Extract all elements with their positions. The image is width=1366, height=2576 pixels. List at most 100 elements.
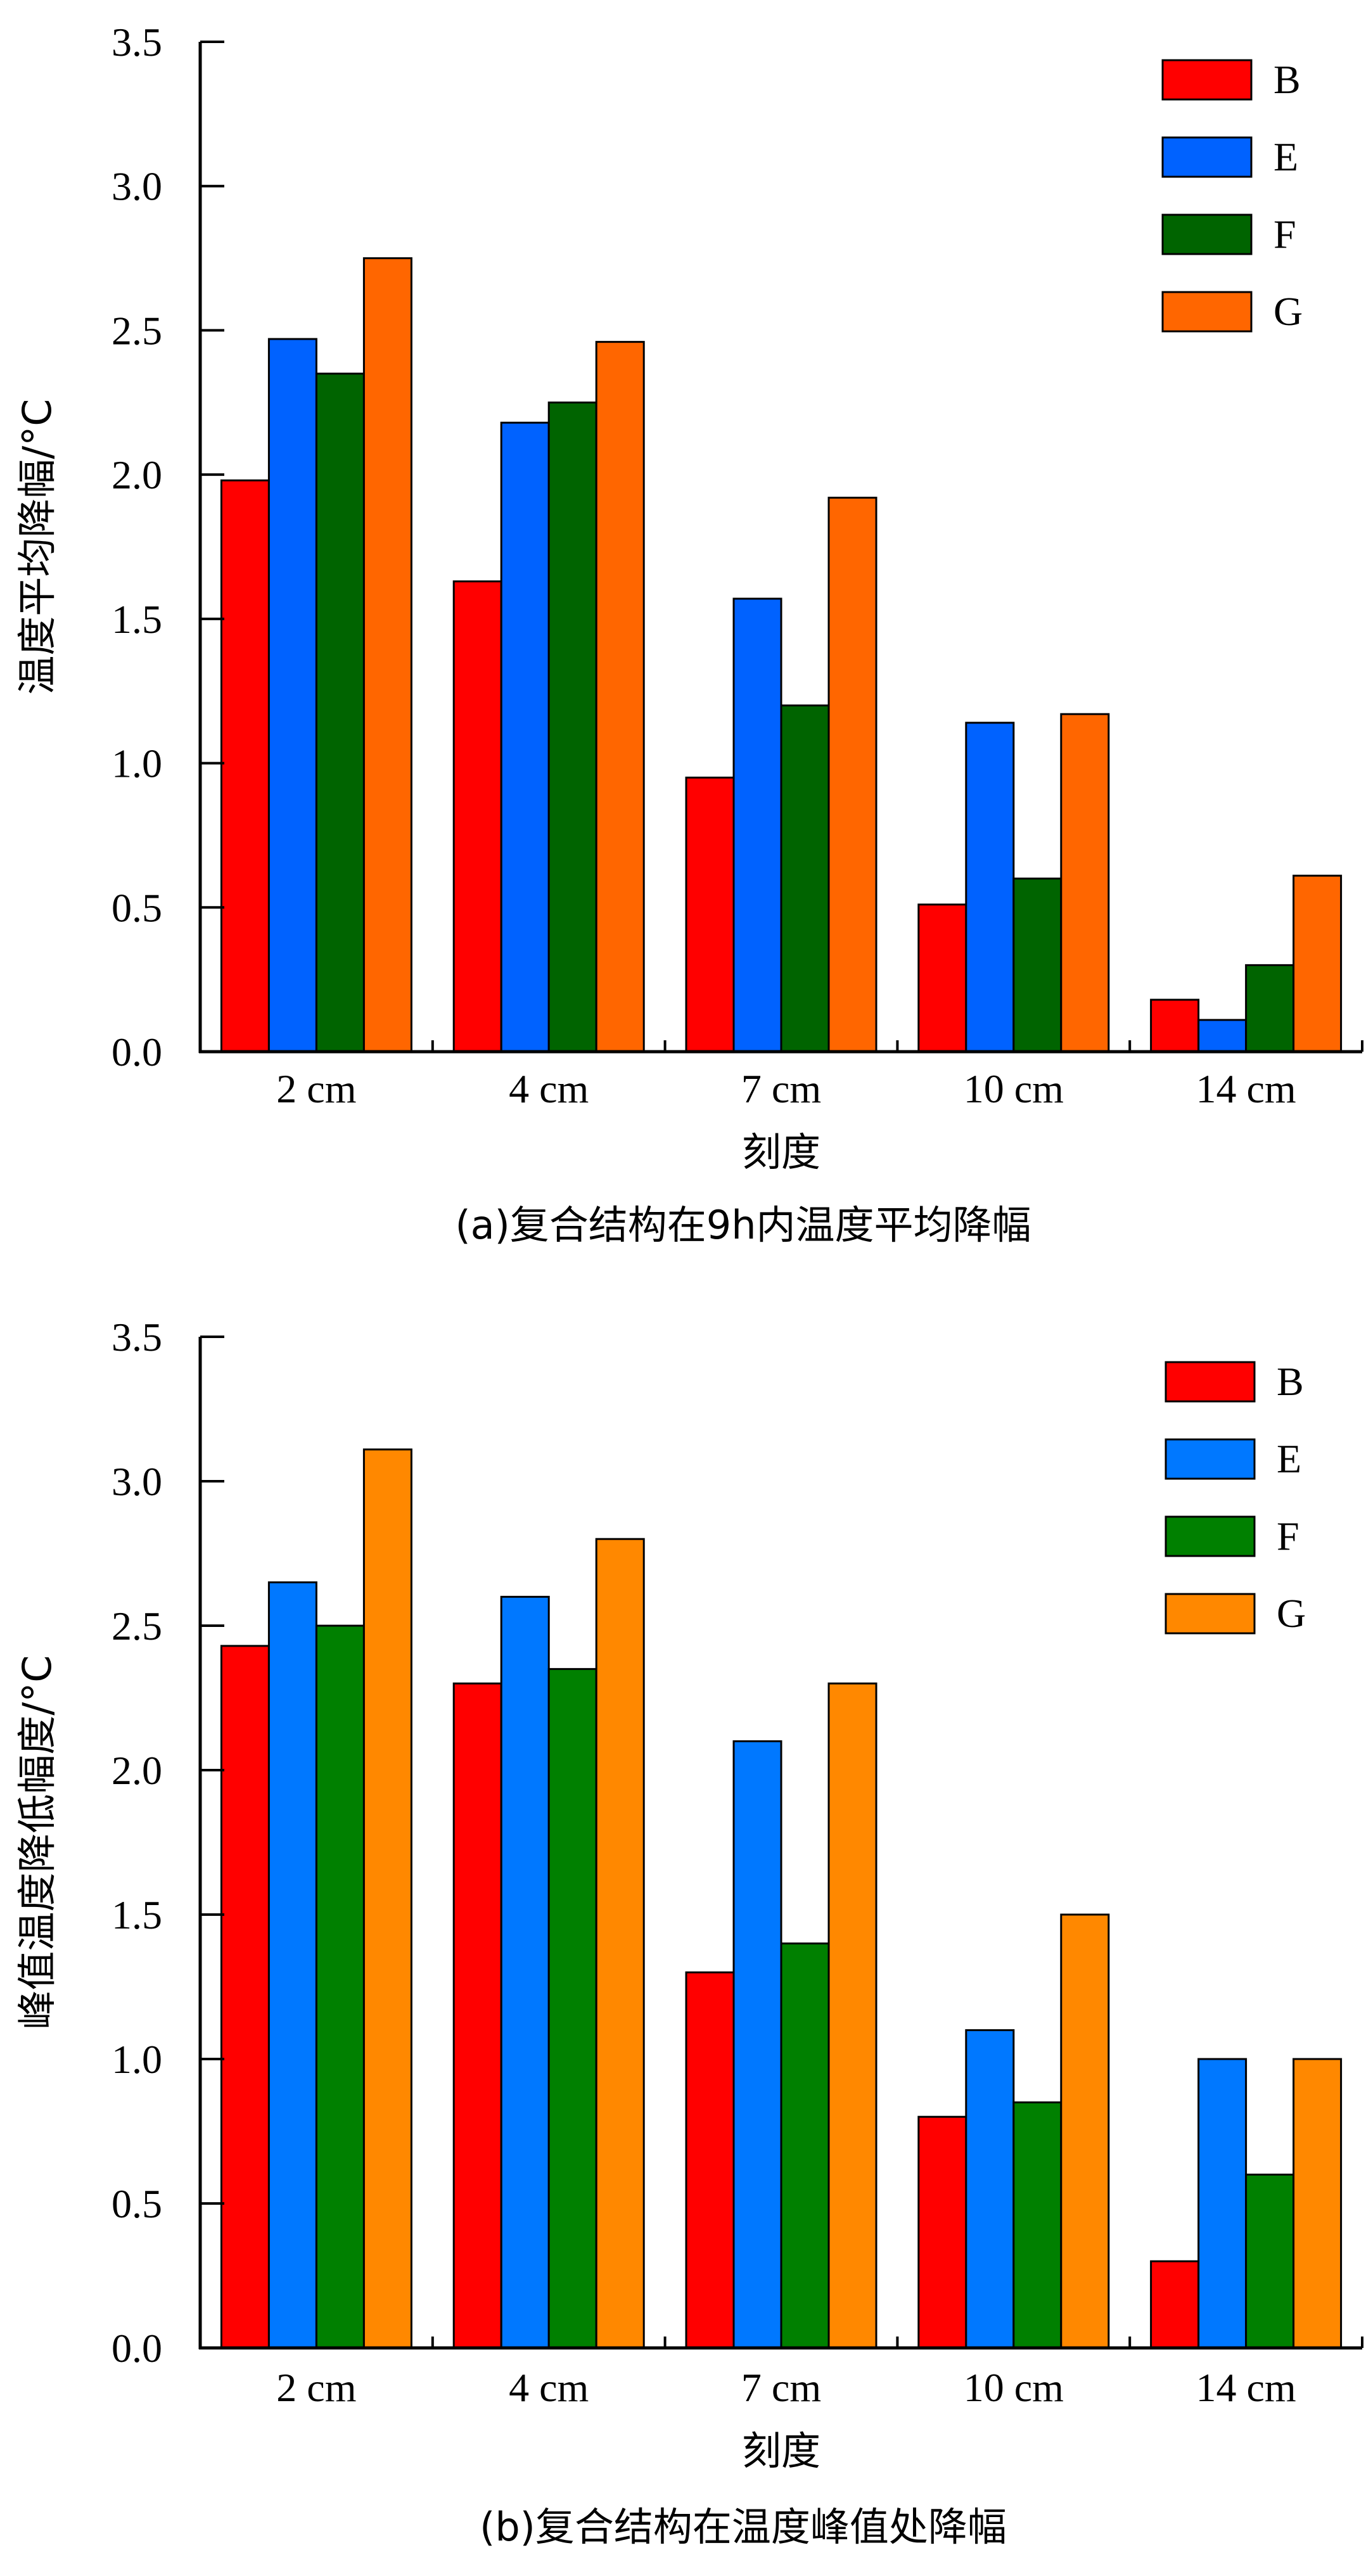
chart-panel-a: 0.0 0.5 1.0 1.5 2.0 2.5 3.0 3.5 2 cm 4 cm 7 cm 10 c… xyxy=(14,20,1363,1248)
y-tick-label: 3.0 xyxy=(112,1459,162,1504)
y-tick-label: 0.5 xyxy=(112,885,162,930)
y-tick-label: 1.5 xyxy=(112,597,162,642)
bar-E-4cm xyxy=(500,421,550,1053)
bar-E-14cm xyxy=(1197,1019,1248,1053)
bar-B-7cm xyxy=(685,1971,735,2349)
bar-B-4cm xyxy=(452,1682,502,2349)
bar-F-14cm xyxy=(1245,964,1295,1053)
x-tick-label: 10 cm xyxy=(964,2365,1064,2410)
bar-F-2cm xyxy=(315,1624,365,2349)
y-axis-title: 温度平均降幅/°C xyxy=(14,399,60,694)
bar-E-14cm xyxy=(1197,2058,1248,2349)
y-tick-label: 2.0 xyxy=(112,452,162,497)
legend-swatch-B xyxy=(1161,59,1253,101)
bar-G-10cm xyxy=(1060,1913,1110,2349)
y-axis-title: 峰值温度降低幅度/°C xyxy=(14,1655,60,2029)
y-tick-label: 1.5 xyxy=(112,1892,162,1937)
y-tick-label: 0.0 xyxy=(112,1030,162,1074)
y-tick-label: 2.5 xyxy=(112,1604,162,1648)
bar-B-10cm xyxy=(917,903,967,1053)
bar-G-14cm xyxy=(1293,874,1343,1053)
bar-F-4cm xyxy=(547,1667,597,2349)
bar-E-7cm xyxy=(732,597,782,1053)
y-tick-label: 1.0 xyxy=(112,741,162,786)
legend-swatch-F xyxy=(1165,1515,1256,1557)
bar-B-10cm xyxy=(917,2115,967,2349)
x-tick-label: 4 cm xyxy=(509,1066,589,1111)
legend-label-F: F xyxy=(1277,1514,1299,1559)
bar-F-4cm xyxy=(547,401,597,1053)
bar-F-2cm xyxy=(315,373,365,1053)
bar-F-7cm xyxy=(780,704,830,1053)
legend-label-B: B xyxy=(1273,57,1301,102)
bar-F-14cm xyxy=(1245,2173,1295,2349)
legend-item-B: B xyxy=(1165,1359,1304,1404)
legend-item-E: E xyxy=(1161,134,1298,179)
legend-label-F: F xyxy=(1273,212,1296,257)
legend-item-G: G xyxy=(1161,289,1303,334)
bar-F-7cm xyxy=(780,1942,830,2349)
bar-G-4cm xyxy=(595,1538,645,2349)
y-tick-label: 2.5 xyxy=(112,308,162,353)
bar-G-4cm xyxy=(595,341,645,1053)
bar-G-14cm xyxy=(1293,2058,1343,2349)
chart-panel-b: 0.0 0.5 1.0 1.5 2.0 2.5 3.0 3.5 2 cm 4 cm 7 cm 10 c… xyxy=(14,1315,1363,2550)
figure-caption: (a)复合结构在9h内温度平均降幅 xyxy=(455,1202,1031,1248)
y-tick-label: 3.0 xyxy=(112,164,162,209)
legend-swatch-B xyxy=(1165,1361,1256,1403)
x-axis-title: 刻度 xyxy=(742,2428,820,2474)
legend-label-G: G xyxy=(1273,289,1303,334)
bar-G-7cm xyxy=(827,1682,878,2349)
legend-label-E: E xyxy=(1277,1436,1301,1481)
legend-item-F: F xyxy=(1161,212,1296,257)
x-tick-label: 4 cm xyxy=(509,2365,589,2410)
bar-E-7cm xyxy=(732,1740,782,2349)
legend-item-B: B xyxy=(1161,57,1301,102)
x-tick-label: 2 cm xyxy=(276,2365,356,2410)
bar-E-2cm xyxy=(267,338,317,1053)
legend-label-B: B xyxy=(1277,1359,1304,1404)
bar-B-14cm xyxy=(1150,998,1200,1053)
x-tick-label: 2 cm xyxy=(276,1066,356,1111)
x-tick-label: 14 cm xyxy=(1196,1066,1296,1111)
figure-caption: (b)复合结构在温度峰值处降幅 xyxy=(480,2504,1007,2550)
bar-F-10cm xyxy=(1012,2101,1063,2349)
bar-B-7cm xyxy=(685,776,735,1053)
y-tick-label: 1.0 xyxy=(112,2037,162,2082)
bar-G-10cm xyxy=(1060,713,1110,1053)
bar-B-2cm xyxy=(220,1645,270,2349)
legend-swatch-E xyxy=(1161,136,1253,178)
legend-item-G: G xyxy=(1165,1591,1306,1636)
bar-G-7cm xyxy=(827,497,878,1053)
x-tick-label: 7 cm xyxy=(741,1066,821,1111)
bar-B-2cm xyxy=(220,479,270,1053)
legend-label-E: E xyxy=(1273,134,1298,179)
legend-item-E: E xyxy=(1165,1436,1301,1481)
x-tick-label: 7 cm xyxy=(741,2365,821,2410)
bar-E-10cm xyxy=(965,722,1015,1053)
bar-B-4cm xyxy=(452,580,502,1053)
y-tick-label: 2.0 xyxy=(112,1748,162,1793)
legend-item-F: F xyxy=(1165,1514,1299,1559)
x-tick-label: 14 cm xyxy=(1196,2365,1296,2410)
y-tick-label: 3.5 xyxy=(112,20,162,65)
bar-E-4cm xyxy=(500,1595,550,2349)
bar-F-10cm xyxy=(1012,877,1063,1053)
legend-swatch-G xyxy=(1161,291,1253,333)
y-tick-label: 0.5 xyxy=(112,2181,162,2226)
bar-E-2cm xyxy=(267,1581,317,2349)
legend-swatch-F xyxy=(1161,214,1253,255)
legend-swatch-E xyxy=(1165,1438,1256,1480)
y-tick-label: 0.0 xyxy=(112,2326,162,2371)
y-tick-label: 3.5 xyxy=(112,1315,162,1360)
legend-label-G: G xyxy=(1277,1591,1306,1636)
bar-B-14cm xyxy=(1150,2260,1200,2349)
bar-G-2cm xyxy=(362,1448,412,2349)
legend-swatch-G xyxy=(1165,1593,1256,1635)
x-axis-title: 刻度 xyxy=(742,1129,820,1175)
bar-E-10cm xyxy=(965,2029,1015,2349)
bar-G-2cm xyxy=(362,257,412,1053)
